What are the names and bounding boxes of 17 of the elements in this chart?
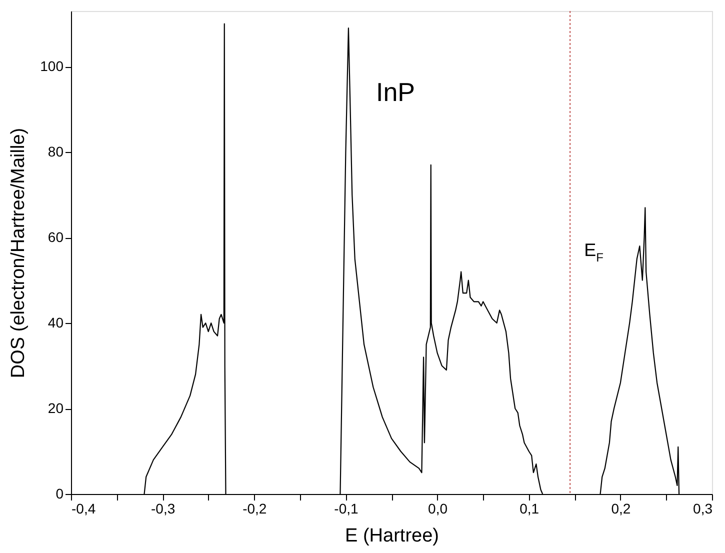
x-tick-label: 0,1: [520, 500, 540, 516]
annotation: InP: [376, 77, 416, 107]
x-axis-title: E (Hartree): [345, 526, 439, 546]
x-tick-label: -0,2: [242, 500, 267, 516]
y-tick-label: 20: [48, 400, 64, 416]
x-tick-label: 0,0: [428, 500, 448, 516]
x-tick-label: -0,1: [334, 500, 358, 516]
y-tick-label: 40: [48, 314, 64, 331]
x-tick-label: -0,4: [72, 500, 96, 516]
x-tick-label: 0,3: [693, 500, 713, 516]
y-tick-label: 60: [48, 229, 64, 246]
x-tick-label: 0,2: [611, 500, 631, 516]
y-tick-label: 0: [56, 486, 64, 502]
y-tick-label: 80: [48, 144, 64, 160]
y-axis-title: DOS (electron/Hartree/Maille): [8, 128, 30, 378]
x-tick-label: -0,3: [151, 500, 176, 516]
y-tick-label: 100: [40, 58, 64, 74]
